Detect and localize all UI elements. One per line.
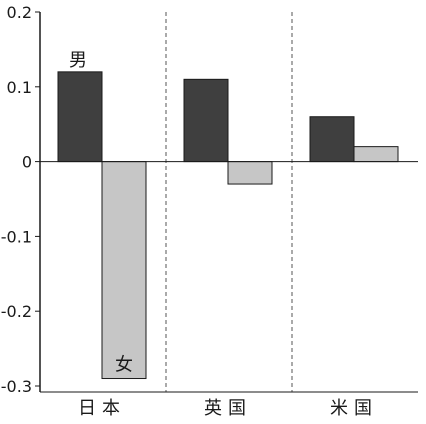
bar-series1-0 — [57, 71, 103, 163]
bar-series2-0 — [101, 161, 147, 380]
bar-series1-2 — [309, 116, 355, 163]
axes — [39, 12, 418, 393]
annotation-series1: 男 — [69, 50, 87, 71]
y-tick-label: -0.1 — [1, 227, 32, 246]
category-separators — [165, 12, 293, 392]
bar-series1-1 — [183, 78, 229, 163]
y-ticks: 0.2 0.1 0 -0.1 -0.2 -0.3 — [1, 3, 40, 396]
x-tick-label: 英国 — [204, 398, 252, 419]
y-tick-label: 0 — [22, 153, 32, 172]
y-tick-label: 0.2 — [7, 3, 32, 22]
bars — [57, 71, 399, 380]
x-tick-label: 米国 — [330, 398, 378, 419]
bar-series2-1 — [227, 161, 273, 185]
annotations: 男女 — [69, 50, 133, 376]
x-tick-label: 日本 — [78, 398, 126, 419]
annotation-series2: 女 — [115, 355, 133, 376]
x-tick-labels: 日本 英国 米国 — [78, 398, 378, 419]
y-tick-label: -0.3 — [1, 377, 32, 396]
y-tick-label: 0.1 — [7, 78, 32, 97]
y-tick-label: -0.2 — [1, 302, 32, 321]
bar-series2-2 — [353, 146, 399, 163]
